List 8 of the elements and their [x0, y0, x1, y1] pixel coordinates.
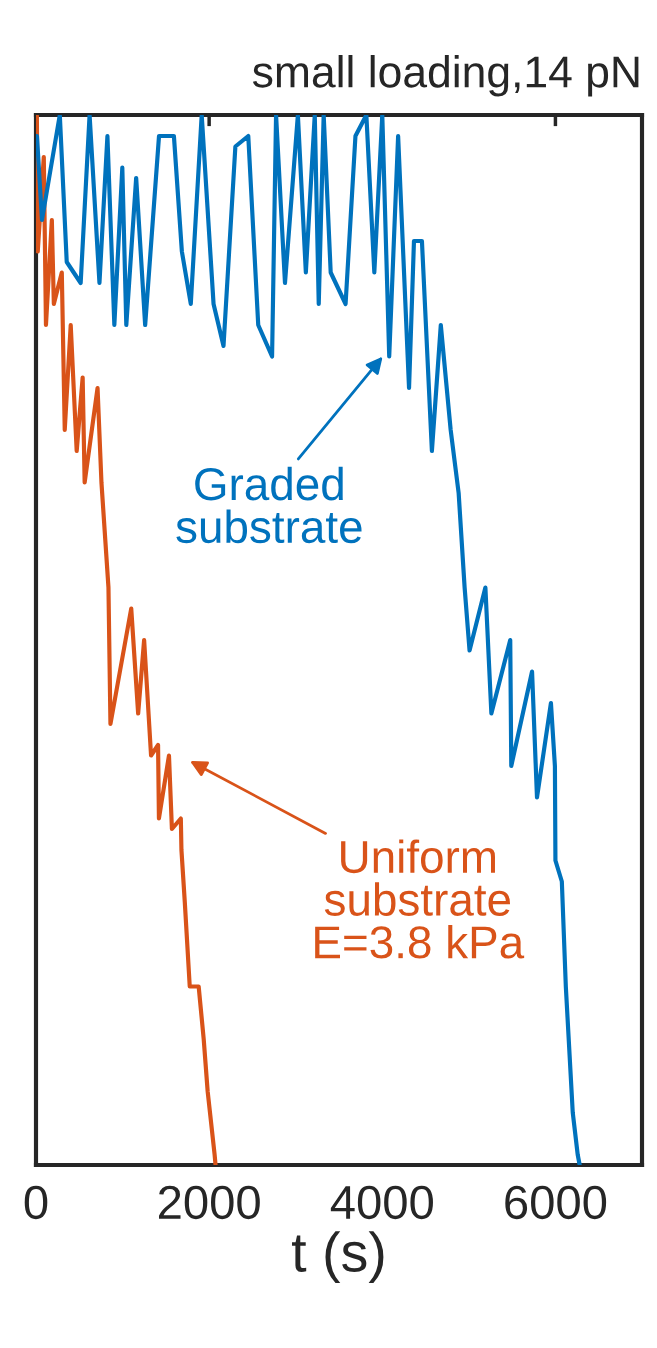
- x-tick-label: 6000: [505, 1185, 607, 1220]
- x-tick-label: 2000: [159, 1185, 260, 1220]
- annotation: Graded substrate: [176, 466, 362, 544]
- x-tick-label: 0: [24, 1185, 48, 1220]
- x-tick-label: 4000: [330, 1185, 433, 1220]
- annotation: Uniform substrate E=3.8 kPa: [315, 839, 525, 959]
- chart-title: small loading,14 pN: [252, 55, 639, 97]
- x-axis-title: t (s): [292, 1231, 384, 1283]
